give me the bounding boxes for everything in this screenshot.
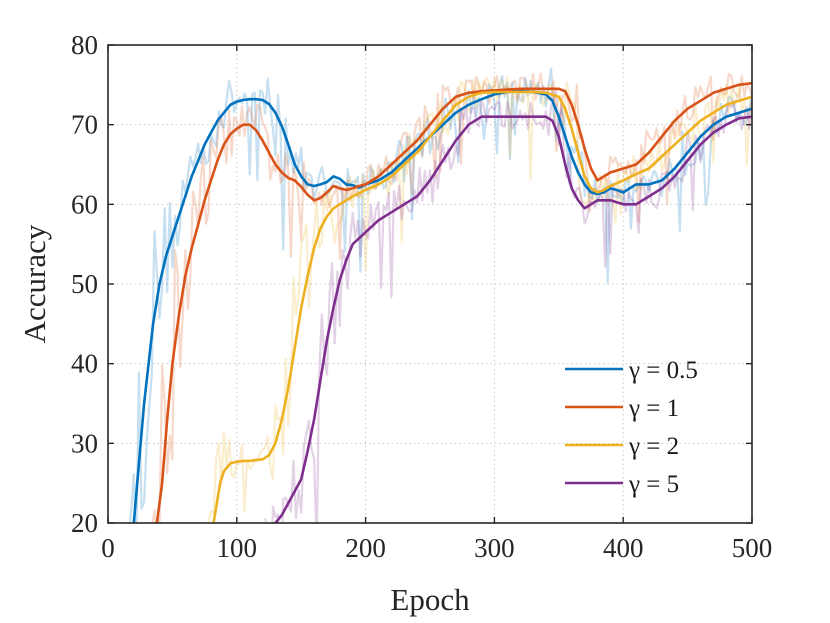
series-line-1: [132, 89, 752, 523]
series-layer: [132, 81, 752, 523]
legend-label-4: γ = 5: [628, 471, 679, 498]
legend-label-3: γ = 2: [628, 433, 679, 460]
legend-label-1: γ = 0.5: [628, 357, 698, 384]
y-tick-label: 70: [71, 110, 98, 140]
x-axis-label: Epoch: [390, 582, 470, 617]
x-tick-label: 400: [603, 533, 644, 563]
x-tick-label: 200: [345, 533, 386, 563]
raw-series-4: [264, 88, 752, 523]
x-tick-label: 300: [474, 533, 515, 563]
y-tick-label: 80: [71, 30, 98, 60]
x-tick-label: 500: [732, 533, 773, 563]
y-tick-label: 20: [71, 508, 98, 538]
y-tick-label: 50: [71, 269, 98, 299]
grid: [108, 45, 752, 523]
y-tick-label: 60: [71, 189, 98, 219]
legend-label-2: γ = 1: [628, 395, 679, 422]
raw-series-2: [148, 72, 752, 523]
y-tick-label: 30: [71, 428, 98, 458]
legend: γ = 0.5 γ = 1 γ = 2 γ = 5: [565, 357, 698, 498]
x-tick-label: 0: [101, 533, 115, 563]
axis-ticks: 0 100 200 300 400 500 20 30 40 50 60 70 80: [71, 30, 772, 563]
x-tick-label: 100: [217, 533, 258, 563]
series-line-2: [155, 81, 752, 523]
y-axis-label: Accuracy: [17, 224, 52, 343]
series-line-4: [274, 115, 752, 523]
series-line-3: [212, 90, 752, 523]
y-tick-label: 40: [71, 349, 98, 379]
